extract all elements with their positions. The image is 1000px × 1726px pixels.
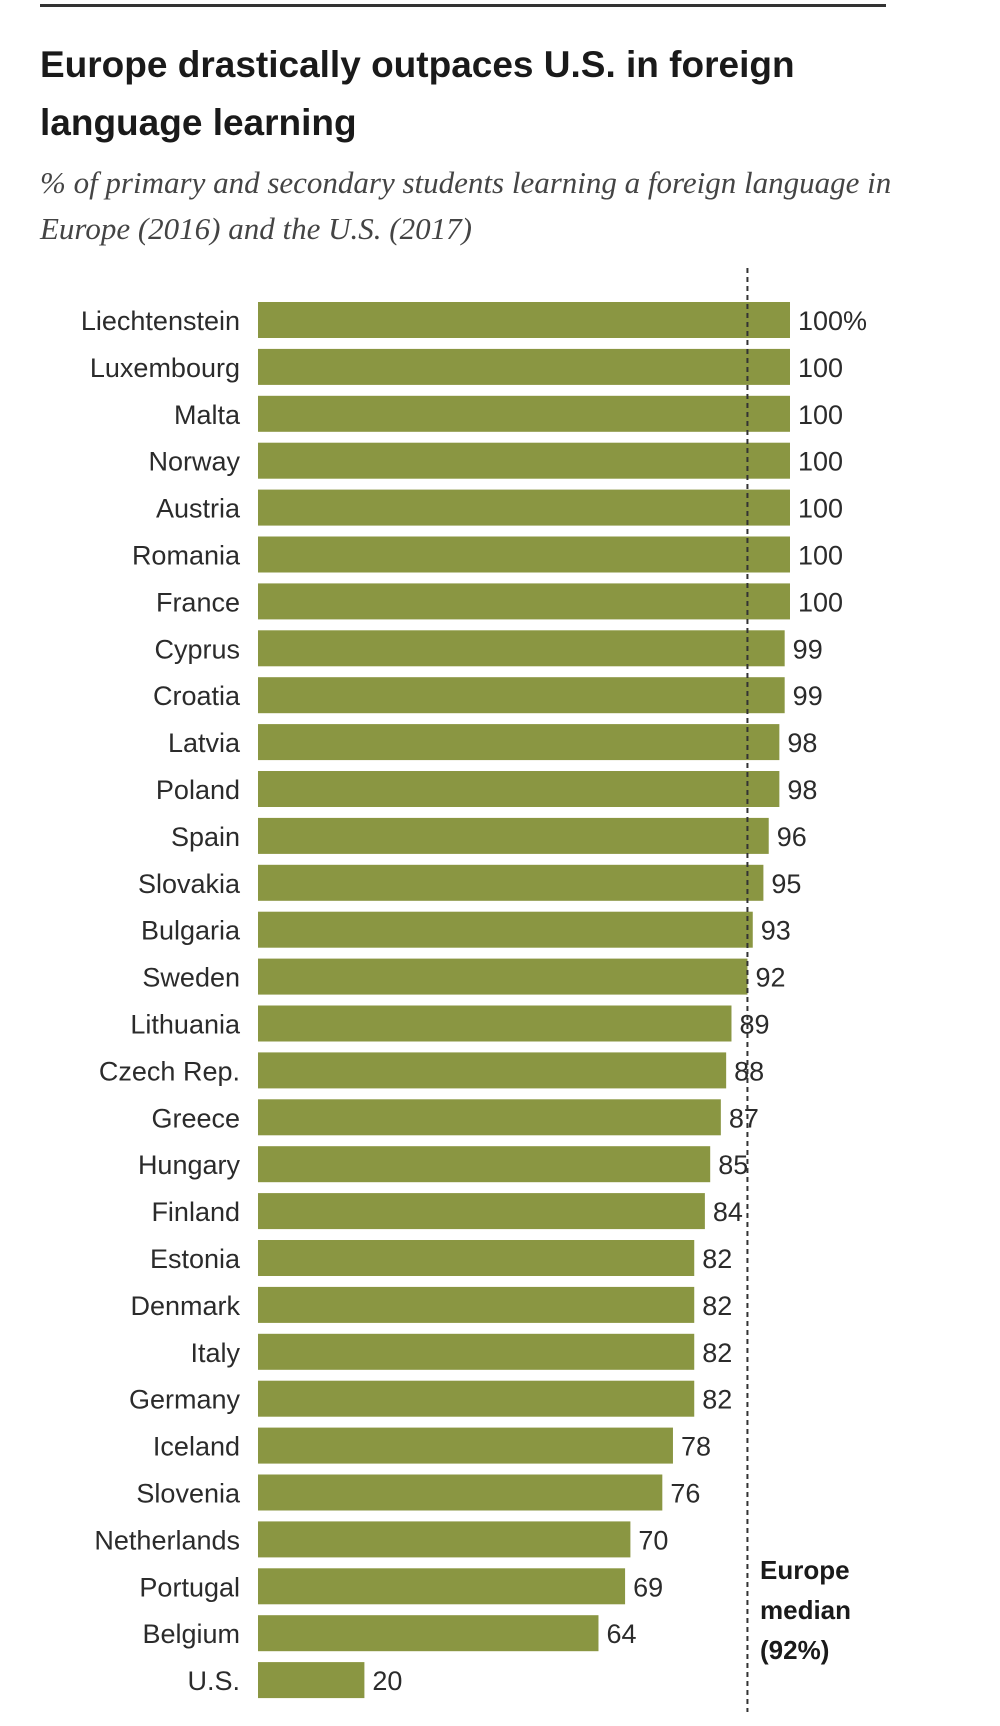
bar-denmark xyxy=(258,1286,695,1323)
bar-malta xyxy=(258,395,790,432)
value-label: 93 xyxy=(761,916,791,946)
value-label: 100 xyxy=(798,541,843,571)
category-label: Netherlands xyxy=(94,1525,240,1555)
value-label: 82 xyxy=(702,1385,732,1415)
category-label: Estonia xyxy=(150,1244,241,1274)
median-annotation-line2: median xyxy=(760,1595,852,1625)
median-annotation-line3: (92%) xyxy=(760,1635,830,1665)
top-rule xyxy=(40,4,886,7)
bar-slovenia xyxy=(258,1474,663,1511)
value-label: 92 xyxy=(755,963,785,993)
category-label: Portugal xyxy=(139,1572,240,1602)
category-label: Germany xyxy=(129,1385,241,1415)
value-label: 99 xyxy=(793,681,823,711)
bar-iceland xyxy=(258,1427,673,1464)
value-label: 78 xyxy=(681,1432,711,1462)
value-label: 82 xyxy=(702,1244,732,1274)
value-label: 100 xyxy=(798,587,843,617)
value-label: 82 xyxy=(702,1338,732,1368)
category-label: Liechtenstein xyxy=(81,306,240,336)
bar-croatia xyxy=(258,677,785,714)
category-label: Lithuania xyxy=(130,1010,241,1040)
bar-spain xyxy=(258,817,769,854)
bar-norway xyxy=(258,442,790,479)
value-label: 100 xyxy=(798,447,843,477)
value-label: 100 xyxy=(798,494,843,524)
median-annotation: Europe median (92%) xyxy=(760,1550,910,1670)
category-label: Finland xyxy=(151,1197,240,1227)
category-label: Bulgaria xyxy=(141,916,241,946)
category-label: Latvia xyxy=(168,728,241,758)
category-label: Slovakia xyxy=(138,869,241,899)
category-label: Romania xyxy=(132,541,241,571)
category-label: Croatia xyxy=(153,681,241,711)
bar-latvia xyxy=(258,724,780,761)
value-label: 85 xyxy=(718,1150,748,1180)
value-label: 96 xyxy=(777,822,807,852)
category-label: Denmark xyxy=(130,1291,240,1321)
category-label: Sweden xyxy=(142,963,240,993)
value-label: 100% xyxy=(798,306,867,336)
bar-italy xyxy=(258,1333,695,1370)
value-label: 20 xyxy=(372,1666,402,1696)
bar-greece xyxy=(258,1099,721,1136)
category-label: Spain xyxy=(171,822,240,852)
bar-finland xyxy=(258,1193,705,1230)
bar-poland xyxy=(258,771,780,807)
bar-austria xyxy=(258,489,790,526)
value-label: 98 xyxy=(787,775,817,805)
chart-title: Europe drastically outpaces U.S. in fore… xyxy=(40,44,795,143)
value-label: 64 xyxy=(606,1619,636,1649)
bar-france xyxy=(258,583,790,620)
category-label: Austria xyxy=(156,494,241,524)
value-label: 95 xyxy=(771,869,801,899)
category-label: Italy xyxy=(190,1338,240,1368)
bar-germany xyxy=(258,1380,695,1417)
bar-liechtenstein xyxy=(258,302,790,338)
bar-slovakia xyxy=(258,864,764,901)
bar-bulgaria xyxy=(258,911,753,948)
value-label: 100 xyxy=(798,353,843,383)
value-label: 69 xyxy=(633,1572,663,1602)
value-label: 98 xyxy=(787,728,817,758)
value-label: 99 xyxy=(793,634,823,664)
value-label: 82 xyxy=(702,1291,732,1321)
value-label: 70 xyxy=(638,1525,668,1555)
bar-sweden xyxy=(258,958,748,995)
category-label: Czech Rep. xyxy=(99,1056,240,1086)
category-label: Belgium xyxy=(142,1619,240,1649)
bar-netherlands xyxy=(258,1521,631,1558)
bar-hungary xyxy=(258,1146,711,1183)
category-label: U.S. xyxy=(187,1666,240,1696)
category-label: Greece xyxy=(151,1103,240,1133)
category-label: Slovenia xyxy=(136,1479,241,1509)
bar-portugal xyxy=(258,1568,626,1605)
chart-subtitle: % of primary and secondary students lear… xyxy=(40,165,892,246)
category-label: Poland xyxy=(156,775,240,805)
category-label: Iceland xyxy=(153,1432,240,1462)
value-label: 89 xyxy=(739,1010,769,1040)
category-label: France xyxy=(156,587,240,617)
bar-luxembourg xyxy=(258,348,790,385)
category-label: Cyprus xyxy=(154,634,240,664)
bar-romania xyxy=(258,536,790,573)
value-label: 87 xyxy=(729,1103,759,1133)
value-label: 76 xyxy=(670,1479,700,1509)
category-label: Luxembourg xyxy=(90,353,240,383)
category-label: Malta xyxy=(174,400,241,430)
bar-estonia xyxy=(258,1240,695,1276)
value-label: 88 xyxy=(734,1056,764,1086)
category-label: Norway xyxy=(148,447,240,477)
bar-cyprus xyxy=(258,630,785,667)
value-label: 100 xyxy=(798,400,843,430)
bar-lithuania xyxy=(258,1005,732,1042)
bar-u-s xyxy=(258,1662,365,1699)
median-annotation-line1: Europe xyxy=(760,1555,850,1585)
bar-czech-rep xyxy=(258,1052,727,1089)
category-label: Hungary xyxy=(138,1150,241,1180)
bar-belgium xyxy=(258,1615,599,1652)
value-label: 84 xyxy=(713,1197,743,1227)
